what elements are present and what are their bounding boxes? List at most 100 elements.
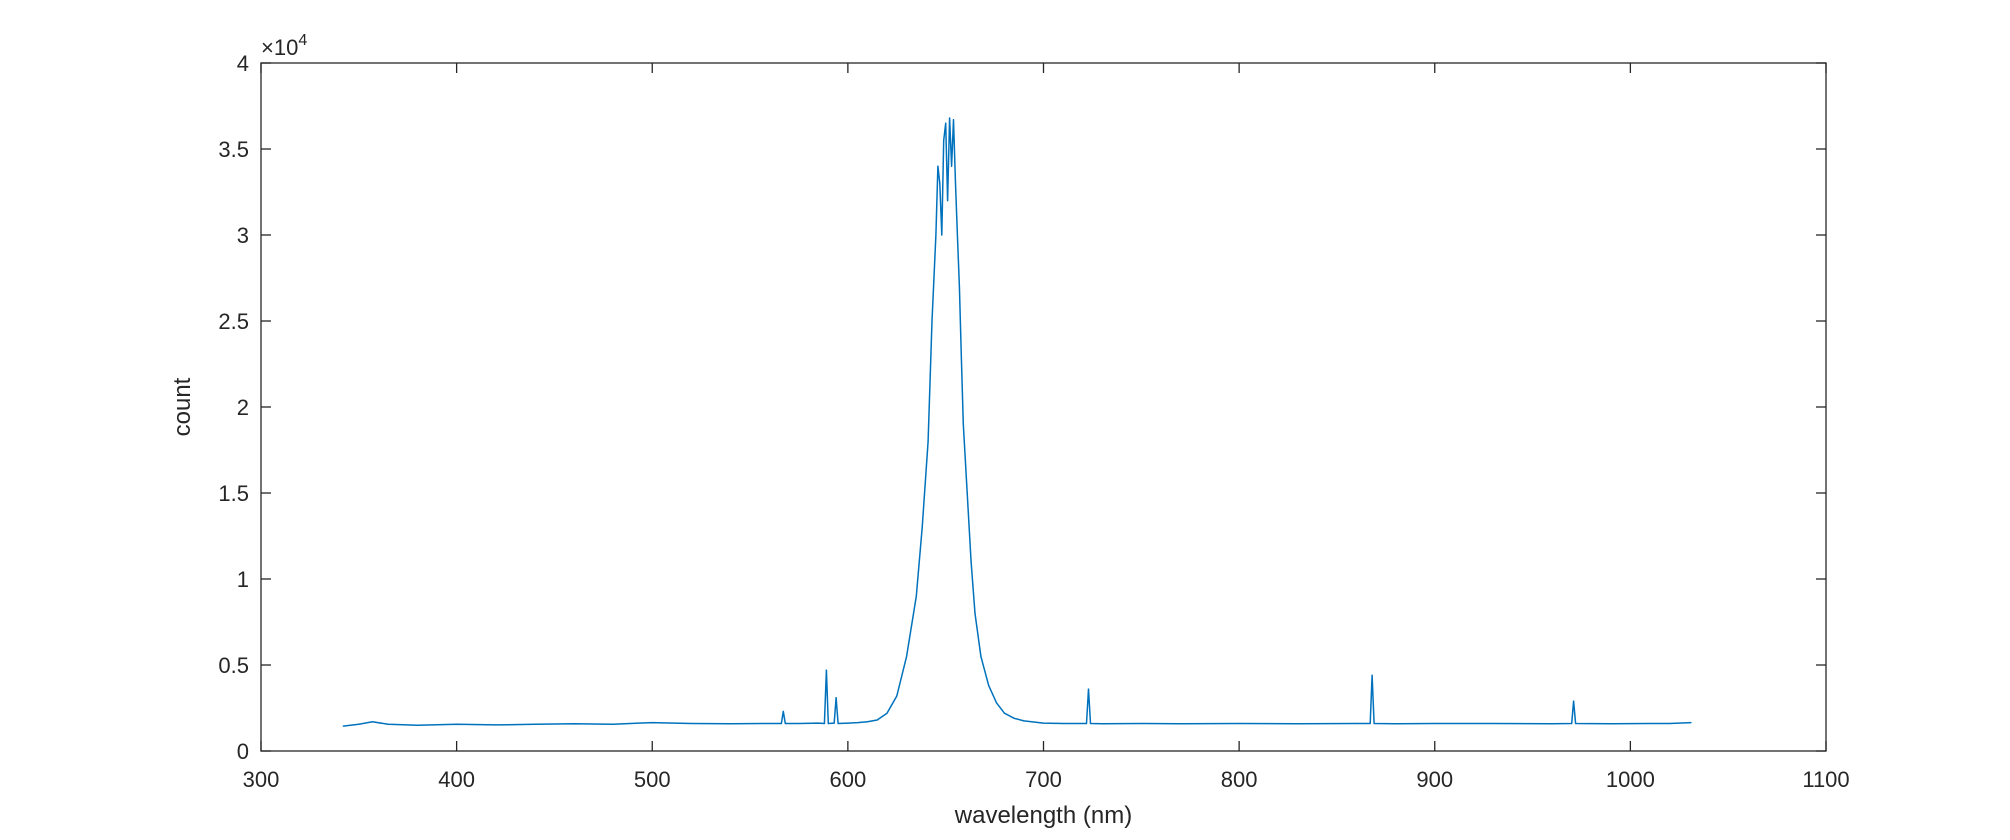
data-point	[1101, 723, 1103, 725]
data-point	[954, 182, 957, 184]
data-point	[947, 200, 949, 202]
data-point	[1551, 723, 1553, 725]
data-point	[1355, 722, 1358, 725]
data-point	[690, 722, 692, 725]
data-point	[935, 234, 937, 236]
data-point	[371, 721, 374, 723]
data-point	[1013, 717, 1015, 719]
data-point	[1573, 700, 1575, 702]
data-point	[943, 139, 945, 141]
y-axis-label: count	[169, 377, 196, 436]
data-point	[823, 722, 826, 725]
data-point	[358, 723, 360, 725]
data-point	[1373, 722, 1375, 725]
data-point	[784, 722, 786, 725]
data-point	[950, 165, 953, 167]
data-point	[960, 354, 962, 356]
y-tick-label: 4	[237, 51, 249, 76]
data-point	[1492, 722, 1495, 725]
data-point	[876, 719, 878, 721]
data-point	[945, 122, 947, 124]
x-tick-label: 1000	[1606, 767, 1655, 792]
data-point	[835, 697, 837, 699]
data-point	[1690, 722, 1692, 724]
y-exponent-power: 4	[298, 32, 307, 49]
data-point	[1434, 722, 1436, 725]
y-exponent-base: ×10	[261, 35, 298, 60]
data-point	[1649, 722, 1651, 725]
data-point	[416, 724, 419, 726]
data-point	[534, 723, 536, 725]
data-point	[573, 723, 575, 725]
data-point	[866, 721, 869, 723]
data-point	[1089, 722, 1092, 725]
y-tick-label: 3.5	[218, 137, 249, 162]
data-point	[937, 165, 939, 167]
data-point	[1082, 722, 1084, 725]
data-point	[798, 722, 800, 725]
data-point	[769, 722, 771, 725]
data-point	[1023, 720, 1025, 722]
data-point	[905, 655, 908, 658]
data-point	[817, 722, 820, 724]
data-point	[825, 669, 827, 671]
data-point	[456, 723, 458, 725]
x-tick-label: 500	[634, 767, 671, 792]
data-point	[949, 117, 951, 119]
x-axis-ticks: 300 400 500 600 700 800 900 1000 1100	[243, 63, 1850, 792]
data-point	[931, 320, 933, 322]
data-point	[1042, 722, 1045, 724]
y-tick-label: 2	[237, 395, 249, 420]
y-tick-label: 1.5	[218, 481, 249, 506]
y-tick-label: 1	[237, 567, 249, 592]
data-point	[941, 234, 943, 236]
data-point	[1140, 722, 1142, 725]
plot-area-frame	[260, 62, 1827, 752]
y-tick-label: 0.5	[218, 653, 249, 678]
data-point	[970, 561, 972, 563]
x-tick-label: 1100	[1802, 767, 1849, 792]
data-point	[1571, 722, 1573, 725]
data-point	[1003, 712, 1005, 714]
x-tick-label: 900	[1416, 767, 1453, 792]
x-tick-label: 700	[1025, 767, 1062, 792]
y-tick-label: 0	[237, 739, 249, 764]
x-axis-label: wavelength (nm)	[954, 802, 1132, 829]
data-point	[780, 722, 782, 725]
data-point	[886, 712, 888, 714]
data-point	[387, 723, 389, 725]
data-point	[1062, 722, 1064, 725]
x-tick-label: 400	[438, 767, 475, 792]
data-point	[921, 526, 923, 529]
data-point	[1179, 723, 1182, 725]
data-point	[1610, 723, 1612, 725]
axes-box	[260, 62, 1827, 752]
data-point	[956, 234, 959, 236]
data-point	[995, 702, 998, 704]
data-point	[1087, 688, 1090, 690]
data-point	[651, 722, 653, 724]
data-point	[962, 423, 964, 425]
data-point	[1297, 723, 1299, 725]
data-point	[974, 612, 976, 615]
x-tick-label: 800	[1221, 767, 1258, 792]
x-tick-label: 300	[243, 767, 280, 792]
data-point	[988, 685, 990, 687]
data-point	[837, 722, 839, 725]
data-point	[1395, 723, 1397, 725]
data-point	[966, 492, 968, 494]
data-point	[915, 595, 917, 597]
data-point	[980, 655, 982, 658]
data-point	[1575, 722, 1577, 725]
data-point	[782, 710, 784, 713]
data-point	[495, 724, 497, 726]
series-layer	[342, 117, 1692, 727]
data-point	[896, 695, 898, 697]
y-axis-exponent: ×104	[261, 32, 307, 60]
data-point	[1668, 722, 1671, 725]
data-point	[857, 722, 859, 724]
data-point	[958, 286, 960, 288]
data-point	[729, 723, 732, 725]
